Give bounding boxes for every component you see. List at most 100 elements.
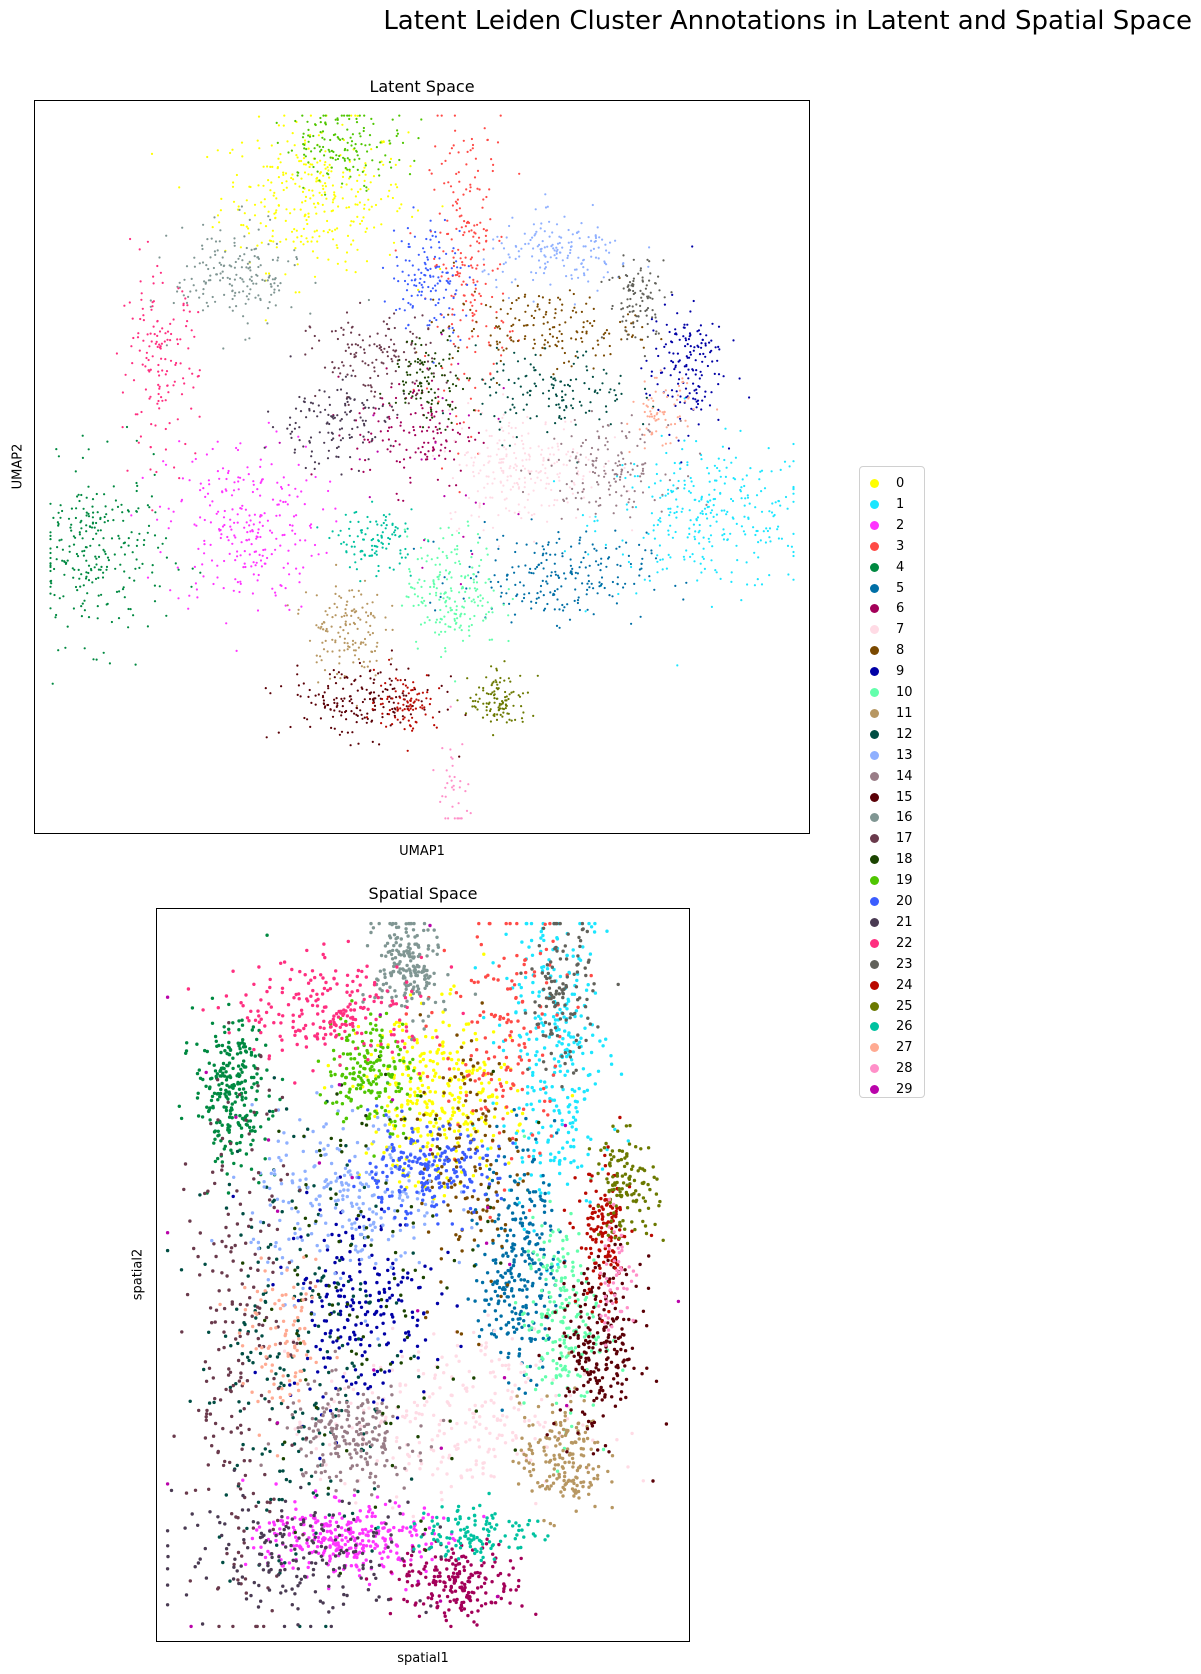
latent-point	[472, 581, 475, 584]
latent-point	[555, 403, 558, 406]
latent-point	[501, 270, 504, 273]
latent-point	[302, 186, 305, 189]
latent-point	[542, 456, 545, 460]
latent-point	[135, 489, 138, 493]
latent-point	[87, 512, 90, 515]
latent-point	[394, 401, 397, 404]
latent-point	[627, 554, 631, 557]
latent-point	[389, 683, 392, 686]
latent-point	[95, 563, 98, 566]
latent-point	[595, 549, 598, 552]
latent-point	[388, 327, 391, 331]
latent-point	[587, 236, 590, 239]
latent-point	[347, 403, 350, 406]
latent-point	[448, 450, 451, 453]
latent-point	[359, 416, 362, 419]
latent-point	[381, 439, 384, 442]
latent-point	[239, 580, 242, 583]
latent-point	[230, 494, 234, 497]
latent-point	[73, 568, 76, 571]
latent-point	[106, 519, 110, 522]
latent-point	[60, 538, 63, 541]
latent-point	[327, 687, 330, 690]
latent-point	[141, 476, 144, 479]
latent-point	[495, 453, 498, 456]
latent-point	[667, 529, 670, 532]
latent-point	[677, 439, 680, 442]
latent-point	[757, 556, 760, 559]
latent-point	[188, 594, 191, 597]
latent-point	[340, 473, 343, 476]
latent-point	[513, 351, 516, 354]
latent-point	[629, 473, 632, 476]
latent-point	[151, 305, 154, 308]
latent-point	[657, 275, 660, 278]
latent-point	[223, 293, 226, 296]
latent-point	[740, 525, 744, 528]
latent-point	[535, 565, 539, 569]
latent-point	[486, 601, 489, 604]
latent-point	[443, 374, 446, 377]
latent-cluster-7	[390, 393, 634, 548]
latent-point	[358, 201, 361, 204]
latent-point	[453, 817, 456, 820]
latent-point	[559, 298, 562, 301]
latent-point	[57, 649, 60, 652]
latent-point	[315, 654, 318, 657]
latent-point	[471, 304, 474, 307]
latent-point	[451, 274, 454, 277]
latent-point	[322, 187, 325, 190]
latent-point	[230, 284, 234, 287]
latent-point	[434, 145, 437, 148]
latent-point	[774, 501, 777, 504]
latent-point	[438, 427, 441, 430]
latent-point	[723, 532, 726, 536]
latent-point	[546, 476, 549, 479]
latent-point	[550, 464, 553, 467]
latent-point	[523, 476, 526, 479]
latent-point	[146, 333, 149, 336]
latent-point	[495, 362, 498, 365]
latent-point	[487, 475, 490, 478]
latent-point	[304, 329, 307, 332]
latent-point	[267, 421, 270, 424]
latent-point	[493, 574, 496, 577]
spatial-point	[403, 1042, 407, 1046]
latent-point	[582, 556, 585, 559]
latent-point	[238, 255, 242, 258]
latent-point	[484, 617, 487, 620]
latent-point	[323, 390, 326, 393]
latent-point	[515, 468, 518, 472]
latent-point	[547, 397, 551, 400]
latent-point	[448, 484, 451, 487]
latent-point	[491, 169, 494, 173]
latent-point	[423, 250, 426, 254]
latent-point	[655, 472, 659, 476]
latent-point	[449, 587, 452, 590]
latent-point	[648, 260, 651, 263]
latent-point	[412, 547, 415, 550]
latent-point	[591, 375, 595, 378]
latent-point	[436, 265, 439, 268]
latent-point	[559, 489, 562, 492]
latent-point	[625, 503, 628, 506]
latent-point	[365, 227, 368, 230]
latent-point	[452, 264, 455, 268]
latent-point	[391, 628, 394, 632]
latent-point	[623, 485, 626, 488]
latent-point	[458, 463, 461, 466]
latent-point	[360, 713, 363, 716]
latent-point	[487, 610, 490, 614]
latent-point	[409, 713, 412, 716]
latent-point	[327, 173, 330, 176]
latent-point	[409, 330, 412, 333]
latent-point	[253, 214, 257, 217]
latent-point	[420, 343, 423, 347]
latent-point	[290, 176, 293, 180]
latent-point	[367, 458, 370, 461]
latent-point	[568, 459, 571, 462]
latent-point	[144, 388, 147, 391]
latent-point	[522, 711, 525, 714]
latent-point	[670, 389, 674, 392]
latent-point	[710, 559, 713, 562]
